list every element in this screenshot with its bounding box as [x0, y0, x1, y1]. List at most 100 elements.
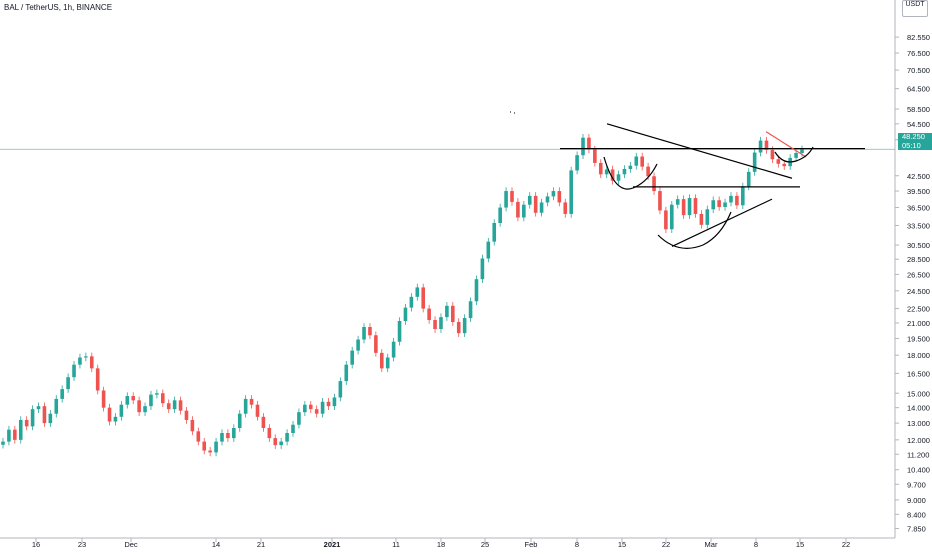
candle-body — [226, 433, 230, 439]
candle-body — [308, 404, 313, 410]
candle-body — [232, 428, 236, 439]
candle-body — [640, 156, 644, 167]
candle-body — [445, 305, 449, 318]
candle-body — [723, 202, 727, 207]
candle-body — [267, 428, 272, 439]
candle-body — [669, 204, 674, 230]
y-tick-label: 18.000 — [907, 351, 930, 360]
candle-body — [628, 165, 633, 169]
candle-body — [622, 168, 627, 175]
drawings[interactable] — [510, 111, 865, 249]
y-tick-label: 70.500 — [907, 66, 930, 75]
candle-body — [776, 159, 781, 164]
candle-body — [261, 416, 266, 429]
y-tick-label: 26.500 — [907, 270, 930, 279]
candle-body — [279, 441, 283, 446]
x-tick-label: 14 — [212, 540, 220, 549]
candle-body — [456, 321, 461, 334]
candle-body — [533, 195, 538, 213]
candle-body — [273, 438, 278, 446]
candle-body — [705, 209, 710, 225]
candle-body — [492, 222, 497, 242]
candle-body — [664, 210, 668, 230]
candle-body — [504, 191, 508, 208]
candle-body — [172, 400, 177, 410]
y-tick-label: 14.000 — [907, 404, 930, 413]
candle-body — [107, 407, 112, 422]
candle-body — [237, 413, 242, 429]
y-tick-label: 42.500 — [907, 172, 930, 181]
candle-body — [587, 137, 591, 150]
currency-label: USDT — [905, 1, 925, 8]
y-tick-label: 19.500 — [907, 334, 930, 343]
candle-body — [752, 152, 757, 172]
candle-body — [125, 396, 130, 405]
candle-body — [137, 400, 141, 413]
candle-body — [13, 429, 17, 440]
candle-body — [48, 413, 53, 424]
candle-body — [391, 341, 396, 358]
right-shoulder-arc — [774, 146, 814, 163]
candle-body — [379, 352, 384, 369]
candle-body — [320, 401, 325, 414]
candle-body — [522, 204, 526, 218]
candle-body — [610, 169, 615, 181]
currency-selector[interactable]: USDT — [902, 0, 928, 17]
candle-body — [7, 429, 11, 442]
candle-body — [433, 320, 437, 330]
x-tick-label: 16 — [32, 540, 40, 549]
y-tick-label: 7.850 — [907, 524, 926, 533]
candle-body — [486, 241, 491, 259]
x-tick-label: 21 — [257, 540, 265, 549]
candle-body — [78, 357, 82, 365]
candle-body — [741, 186, 745, 206]
candle-body — [451, 305, 455, 322]
candle-body — [202, 441, 207, 451]
candle-body — [131, 396, 136, 401]
x-tick-label: Dec — [124, 540, 138, 549]
candle-body — [161, 393, 165, 404]
descending-trendline — [606, 123, 793, 179]
y-axis[interactable]: 82.55076.50070.50064.50058.50054.50050.5… — [895, 33, 930, 533]
candle-body — [18, 419, 23, 440]
x-tick-label: 11 — [392, 540, 400, 549]
candle-body — [569, 170, 573, 214]
last-price-tag: 48.250 05:10 — [898, 132, 932, 150]
y-tick-label: 54.500 — [907, 120, 930, 129]
y-tick-label: 15.000 — [907, 389, 930, 398]
x-axis[interactable]: 16 23 Dec 14 21 2021 11 18 25 Feb 8 15 22 Mar 8 15 22 — [32, 538, 850, 549]
candle-body — [255, 404, 260, 417]
y-tick-label: 64.500 — [907, 85, 930, 94]
x-tick-label: 8 — [754, 540, 758, 549]
candle-body — [699, 213, 704, 225]
candle-body — [729, 195, 733, 203]
candle-body — [557, 191, 562, 203]
y-tick-label: 76.500 — [907, 49, 930, 58]
y-tick-label: 22.500 — [907, 305, 930, 314]
candle-body — [190, 419, 195, 432]
y-tick-label: 11.200 — [907, 450, 929, 459]
candle-body — [575, 155, 579, 171]
head-arc — [657, 211, 732, 249]
y-tick-label: 58.500 — [907, 105, 930, 114]
candle-body — [60, 389, 64, 399]
candle-body — [285, 433, 289, 442]
candle-body — [89, 356, 94, 369]
bar-countdown: 05:10 — [902, 140, 921, 150]
x-tick-label: 15 — [618, 540, 626, 549]
candle-body — [178, 400, 183, 411]
candle-body — [368, 327, 372, 336]
x-tick-label: Mar — [705, 540, 718, 549]
candle-body — [326, 401, 331, 407]
candle-body — [687, 198, 692, 216]
candle-body — [42, 406, 47, 424]
candle-body — [468, 301, 473, 319]
candle-body — [72, 364, 76, 378]
candle-body — [427, 308, 431, 321]
candle-body — [539, 202, 544, 213]
candle-body — [581, 137, 585, 156]
candle-body — [397, 321, 402, 342]
candle-body — [314, 409, 319, 414]
